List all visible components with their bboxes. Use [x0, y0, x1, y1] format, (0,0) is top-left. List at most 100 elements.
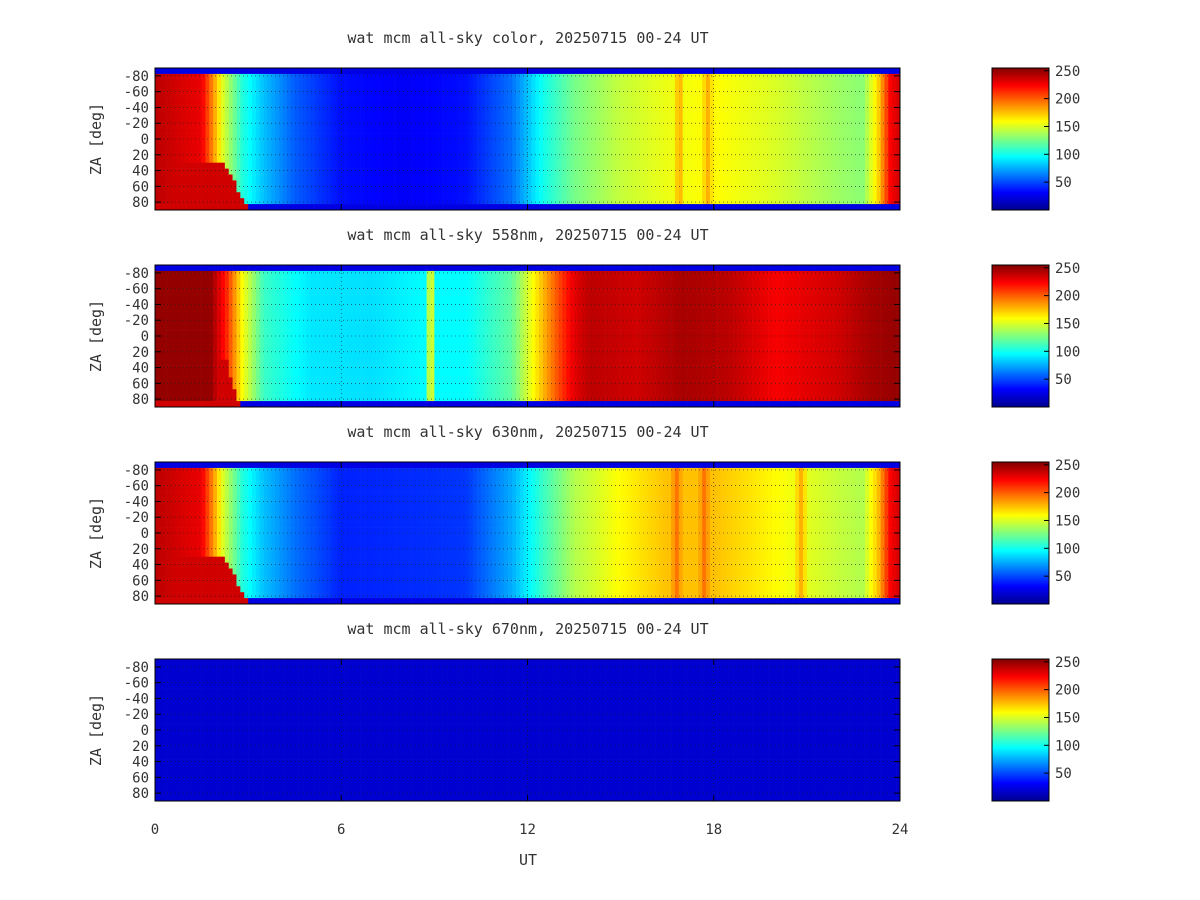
heatmap-cell	[698, 97, 703, 104]
heatmap-cell	[558, 162, 563, 169]
heatmap-cell	[628, 97, 633, 104]
heatmap-cell	[546, 144, 552, 152]
heatmap-cell	[391, 133, 396, 140]
heatmap-cell	[737, 97, 742, 104]
heatmap-cell	[740, 85, 746, 92]
heatmap-cell	[244, 68, 249, 75]
heatmap-cell	[263, 121, 268, 128]
heatmap-cell	[201, 109, 206, 116]
heatmap-cell	[193, 139, 198, 146]
heatmap-cell	[244, 109, 249, 116]
heatmap-cell	[380, 85, 385, 92]
heatmap-cell	[279, 150, 284, 158]
heatmap-cell	[170, 330, 175, 337]
heatmap-cell	[709, 103, 715, 110]
heatmap-cell	[422, 79, 427, 87]
heatmap-cell	[896, 68, 901, 75]
heatmap-cell	[760, 174, 765, 181]
heatmap-cell	[162, 97, 167, 104]
heatmap-cell	[531, 144, 536, 152]
heatmap-cell	[822, 204, 827, 211]
heatmap-column	[461, 68, 466, 211]
heatmap-cell	[802, 127, 808, 134]
heatmap-column	[457, 68, 462, 211]
heatmap-cell	[558, 144, 563, 152]
heatmap-cell	[667, 97, 672, 104]
heatmap-cell	[640, 79, 645, 87]
heatmap-cell	[372, 115, 377, 122]
heatmap-cell	[488, 115, 493, 122]
heatmap-cell	[659, 168, 664, 175]
heatmap-cell	[612, 109, 618, 116]
heatmap-cell	[690, 73, 695, 81]
heatmap-cell	[853, 198, 858, 205]
heatmap-cell	[616, 168, 621, 175]
heatmap-cell	[430, 198, 435, 205]
heatmap-cell	[849, 85, 854, 92]
heatmap-cell	[430, 144, 435, 152]
heatmap-cell	[806, 79, 812, 87]
heatmap-cell	[341, 139, 346, 146]
heatmap-cell	[197, 97, 202, 104]
heatmap-cell	[624, 174, 629, 181]
heatmap-cell	[861, 127, 866, 134]
heatmap-cell	[279, 186, 284, 193]
heatmap-cell	[329, 186, 334, 193]
heatmap-cell	[651, 162, 656, 169]
heatmap-cell	[674, 115, 680, 122]
heatmap-cell	[356, 121, 361, 128]
heatmap-cell	[632, 68, 637, 75]
heatmap-cell	[632, 85, 637, 92]
heatmap-cell	[628, 150, 633, 158]
heatmap-cell	[162, 395, 167, 402]
heatmap-cell	[360, 198, 365, 205]
heatmap-cell	[220, 85, 226, 92]
heatmap-cell	[449, 168, 455, 175]
heatmap-column	[426, 68, 431, 211]
heatmap-cell	[259, 109, 264, 116]
heatmap-column	[857, 68, 862, 211]
heatmap-column	[352, 68, 358, 211]
heatmap-cell	[612, 79, 618, 87]
colorbar-tick-label: 150	[1055, 119, 1080, 135]
heatmap-cell	[605, 174, 610, 181]
heatmap-cell	[698, 79, 703, 87]
heatmap-column	[539, 68, 544, 211]
heatmap-column	[182, 68, 187, 211]
heatmap-cell	[407, 103, 412, 110]
heatmap-cell	[391, 162, 396, 169]
heatmap-cell	[713, 139, 718, 146]
heatmap-cell	[546, 97, 552, 104]
heatmap-cell	[795, 204, 800, 211]
heatmap-cell	[577, 127, 583, 134]
heatmap-cell	[872, 186, 878, 193]
heatmap-cell	[461, 139, 466, 146]
heatmap-cell	[760, 168, 765, 175]
heatmap-cell	[888, 121, 893, 128]
heatmap-cell	[775, 115, 781, 122]
heatmap-cell	[655, 127, 660, 134]
heatmap-cell	[814, 121, 819, 128]
heatmap-cell	[659, 204, 664, 211]
heatmap-cell	[577, 109, 583, 116]
heatmap-cell	[841, 162, 846, 169]
heatmap-cell	[434, 127, 439, 134]
heatmap-cell	[166, 144, 171, 152]
heatmap-cell	[531, 85, 536, 92]
heatmap-cell	[818, 180, 823, 187]
heatmap-cell	[853, 133, 858, 140]
heatmap-cell	[155, 144, 160, 152]
heatmap-cell	[636, 121, 641, 128]
heatmap-cell	[224, 204, 230, 211]
heatmap-cell	[515, 180, 521, 187]
heatmap-cell	[834, 121, 839, 128]
heatmap-cell	[302, 127, 307, 134]
heatmap-cell	[519, 97, 524, 104]
heatmap-cell	[647, 150, 652, 158]
heatmap-cell	[345, 139, 350, 146]
heatmap-cell	[403, 204, 408, 211]
heatmap-cell	[155, 401, 160, 408]
heatmap-cell	[771, 144, 777, 152]
heatmap-cell	[799, 144, 804, 152]
heatmap-cell	[255, 168, 261, 175]
